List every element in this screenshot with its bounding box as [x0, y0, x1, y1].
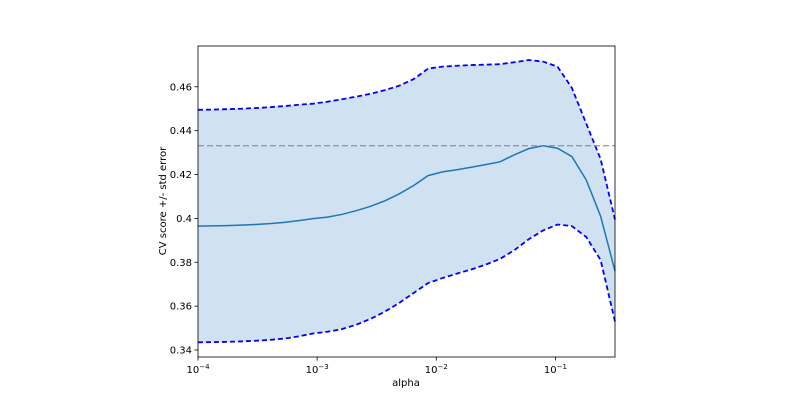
y-tick-label: 0.4 [176, 214, 192, 225]
y-tick-label: 0.46 [170, 82, 192, 93]
y-axis-label: CV score +/- std error [158, 146, 169, 255]
y-tick-label: 0.44 [170, 126, 192, 137]
x-tick-label: 10−3 [306, 363, 329, 376]
y-tick-label: 0.36 [170, 302, 192, 313]
x-tick-label: 10−4 [186, 363, 210, 376]
std-line [197, 59, 616, 220]
x-tick-label: 10−1 [544, 363, 567, 376]
x-axis-label: alpha [392, 378, 420, 389]
std-band [198, 60, 615, 343]
plot-frame [197, 45, 616, 358]
y-tick-label: 0.34 [170, 345, 192, 356]
y-tick-label: 0.42 [170, 170, 192, 181]
y-tick-label: 0.38 [170, 258, 192, 269]
std-line [197, 223, 616, 344]
x-tick-label: 10−2 [425, 363, 448, 376]
